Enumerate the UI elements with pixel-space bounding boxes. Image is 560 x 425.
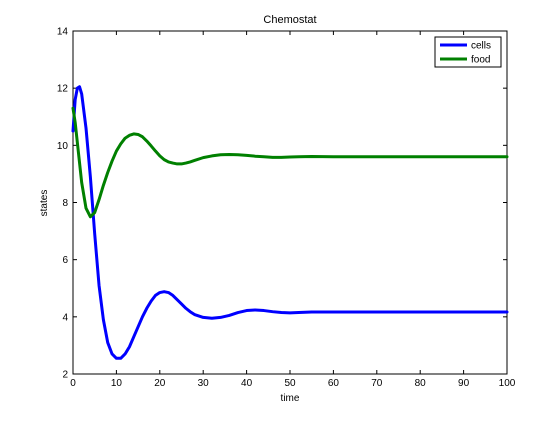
y-tick-label: 2 xyxy=(62,370,68,381)
series-layer xyxy=(71,85,509,360)
x-tick-label: 90 xyxy=(458,378,470,389)
x-tick-label: 10 xyxy=(111,378,123,389)
x-axis: 0 10 20 30 40 50 60 70 80 90 100 xyxy=(70,31,516,389)
plot-area xyxy=(72,30,508,375)
x-tick-label: 70 xyxy=(371,378,383,389)
legend-label-cells: cells xyxy=(471,41,491,52)
x-tick-label: 30 xyxy=(198,378,210,389)
x-tick-label: 50 xyxy=(284,378,296,389)
y-axis: 2 4 6 8 10 12 14 xyxy=(57,27,507,381)
x-axis-label: time xyxy=(281,393,300,404)
y-tick-label: 14 xyxy=(57,27,69,38)
legend-box xyxy=(434,36,502,68)
y-tick-label: 8 xyxy=(62,198,68,209)
series-line-cells xyxy=(71,85,509,360)
y-tick-label: 6 xyxy=(62,255,68,266)
y-tick-label: 4 xyxy=(62,312,68,323)
y-tick-label: 10 xyxy=(57,141,69,152)
y-axis-label: states xyxy=(39,190,50,217)
x-tick-label: 60 xyxy=(328,378,340,389)
legend-label-food: food xyxy=(471,55,490,66)
chart-title: Chemostat xyxy=(263,14,316,26)
y-tick-label: 12 xyxy=(57,84,69,95)
x-tick-label: 20 xyxy=(154,378,166,389)
x-tick-label: 100 xyxy=(499,378,516,389)
x-tick-label: 80 xyxy=(415,378,427,389)
x-tick-label: 0 xyxy=(70,378,76,389)
legend: cells food xyxy=(434,36,502,68)
series-line-food xyxy=(71,106,509,219)
x-tick-label: 40 xyxy=(241,378,253,389)
